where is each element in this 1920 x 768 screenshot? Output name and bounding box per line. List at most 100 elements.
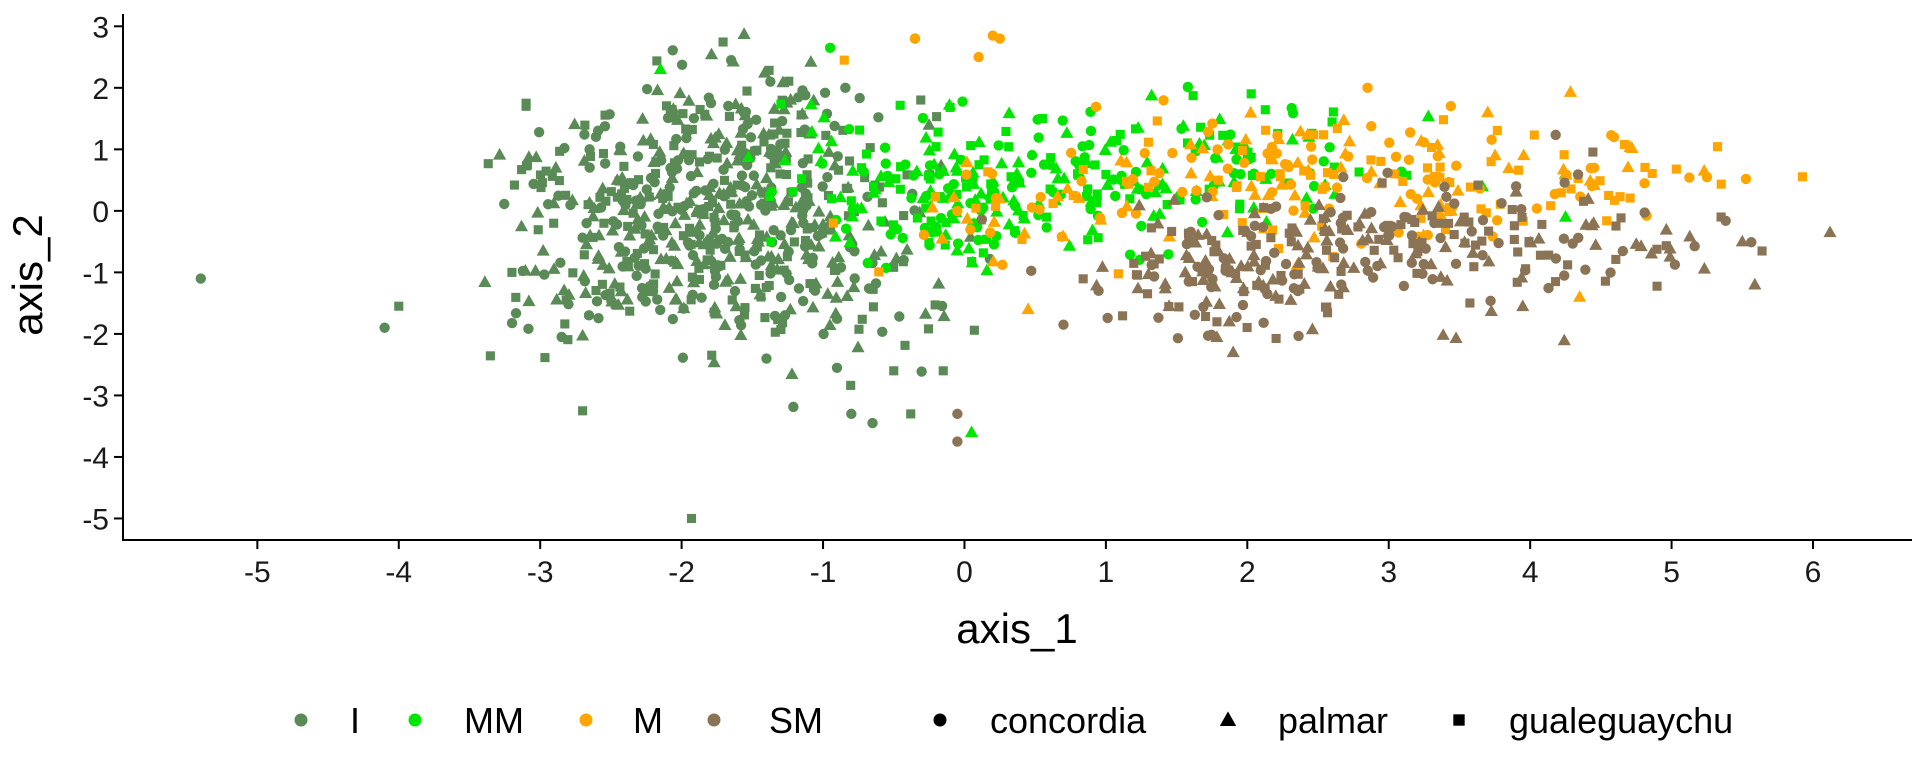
data-point <box>1298 206 1312 218</box>
data-point <box>1322 308 1333 318</box>
data-point <box>1212 144 1223 155</box>
data-point <box>775 139 786 150</box>
data-point <box>704 201 714 212</box>
data-point <box>684 240 695 251</box>
data-point <box>803 178 813 188</box>
data-point <box>720 136 734 149</box>
data-point <box>867 248 882 260</box>
x-tick-label: 3 <box>1380 556 1397 589</box>
data-point <box>1416 213 1426 223</box>
data-point <box>789 237 799 247</box>
data-point <box>647 155 661 168</box>
data-point <box>1587 216 1601 228</box>
data-point <box>754 230 765 240</box>
data-point <box>1449 230 1459 240</box>
data-point <box>528 264 543 276</box>
data-point <box>993 140 1004 151</box>
y-tick-label: 0 <box>92 196 109 229</box>
data-point <box>1390 169 1400 179</box>
data-point <box>555 146 565 156</box>
data-point <box>579 237 594 250</box>
data-point <box>1325 207 1336 218</box>
data-point <box>1048 198 1058 209</box>
data-point <box>897 232 908 244</box>
data-point <box>1360 256 1371 268</box>
data-point <box>1716 179 1726 189</box>
data-point <box>1403 154 1415 165</box>
data-point <box>1639 207 1650 218</box>
data-point <box>1513 247 1523 257</box>
data-point <box>1164 302 1174 312</box>
data-point <box>1517 148 1531 161</box>
data-point <box>1358 207 1372 219</box>
data-point <box>579 250 589 260</box>
data-point <box>1201 192 1212 203</box>
data-point <box>743 201 755 212</box>
data-point <box>706 226 720 238</box>
data-point <box>1090 101 1102 113</box>
data-point <box>1465 182 1476 192</box>
data-point <box>478 275 492 287</box>
data-point <box>802 224 812 234</box>
data-point <box>1412 268 1422 278</box>
data-point <box>687 250 699 261</box>
data-point <box>1249 220 1261 231</box>
data-point <box>732 216 743 227</box>
data-point <box>1389 245 1399 255</box>
data-point <box>1305 170 1316 180</box>
data-point <box>1414 134 1428 146</box>
data-point <box>617 189 627 199</box>
data-point <box>752 145 762 155</box>
data-point <box>938 366 948 376</box>
data-point <box>918 307 933 319</box>
data-point <box>768 225 779 236</box>
data-point <box>742 86 752 96</box>
data-point <box>727 295 737 305</box>
data-point <box>741 212 755 225</box>
data-point <box>1146 166 1156 176</box>
data-point <box>656 155 667 166</box>
data-point <box>1130 208 1142 219</box>
data-point <box>1175 195 1185 205</box>
data-point <box>1319 226 1329 236</box>
data-point <box>1102 312 1113 324</box>
data-point <box>1486 134 1497 145</box>
data-point <box>1328 107 1338 117</box>
data-point <box>760 313 770 323</box>
data-point <box>974 160 984 170</box>
data-point <box>1184 137 1198 150</box>
data-point <box>1260 255 1272 267</box>
data-point <box>1334 160 1348 173</box>
data-point <box>967 256 977 267</box>
data-point <box>692 235 706 248</box>
data-point <box>1578 196 1589 206</box>
data-point <box>1191 185 1202 196</box>
data-point <box>1449 198 1460 209</box>
data-point <box>817 181 828 192</box>
data-point <box>601 196 611 206</box>
data-point <box>709 307 719 317</box>
data-point <box>1451 160 1462 171</box>
data-point <box>648 245 659 255</box>
data-point <box>1046 153 1056 163</box>
data-point <box>784 92 798 105</box>
data-point <box>1222 314 1236 327</box>
data-point <box>688 113 700 124</box>
data-point <box>593 313 604 324</box>
data-point <box>729 285 741 297</box>
data-point <box>1293 330 1304 342</box>
data-point <box>673 86 687 99</box>
data-point <box>1266 168 1277 180</box>
data-point <box>1329 169 1339 179</box>
data-point <box>1274 243 1284 254</box>
data-point <box>776 115 788 127</box>
data-point <box>1625 193 1635 203</box>
data-point <box>1384 137 1395 148</box>
data-point <box>1018 210 1028 221</box>
data-point <box>1445 100 1457 112</box>
data-point <box>807 258 818 269</box>
data-point <box>1517 212 1527 222</box>
data-point <box>1312 198 1326 210</box>
data-point <box>1136 220 1147 232</box>
data-point <box>702 255 712 265</box>
